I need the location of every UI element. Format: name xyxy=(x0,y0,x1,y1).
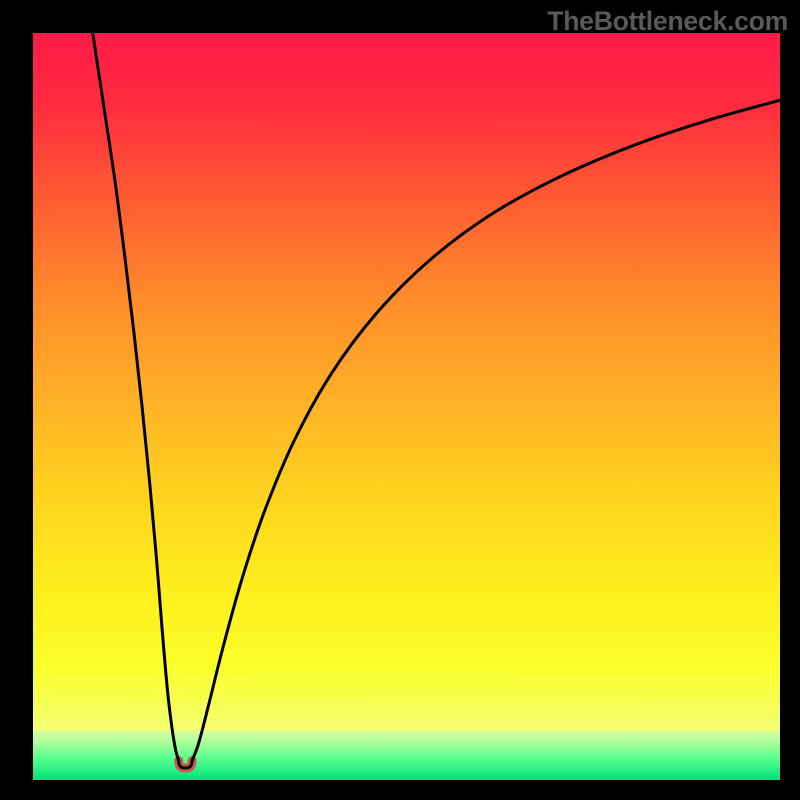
plot-area xyxy=(33,33,780,780)
chart-frame: TheBottleneck.com xyxy=(0,0,800,800)
watermark-text: TheBottleneck.com xyxy=(547,6,788,37)
gradient-background-green-band xyxy=(33,731,780,780)
gradient-background-main xyxy=(33,33,780,731)
